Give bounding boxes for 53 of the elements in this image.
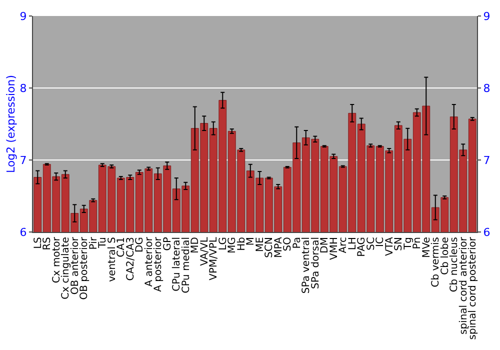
x-tick-label: OB posterior: [79, 236, 90, 300]
y-axis-title: Log2 (expression): [4, 74, 18, 174]
x-tick-label: VTA: [384, 236, 396, 256]
x-tick-label: Pir: [88, 236, 100, 250]
y-tick-label: 9: [20, 10, 27, 23]
y2-tick-label: 7: [483, 154, 490, 167]
x-tick-label: SPa dorsal: [310, 237, 322, 289]
x-tick-label: ventral S: [106, 237, 118, 282]
x-tick-label: GP: [162, 237, 174, 251]
x-tick-label: M: [246, 237, 257, 246]
x-tick-label: MPA: [273, 236, 284, 258]
x-tick-label: DG: [134, 237, 146, 252]
x-tick-label: LS: [32, 237, 44, 249]
y2-tick-label: 6: [483, 226, 490, 239]
y-tick-label: 8: [20, 82, 27, 95]
x-tick-label: CPu medial: [180, 237, 192, 294]
x-tick-label: DM: [320, 237, 331, 254]
x-tick-label: CA2/CA3: [125, 237, 136, 281]
y-tick-label: 7: [20, 154, 27, 167]
y2-tick-label: 8: [483, 82, 490, 95]
x-tick-label: LG: [218, 237, 229, 250]
y2-tick-label: 9: [483, 10, 490, 23]
x-tick-label: spinal cord anterior: [458, 236, 470, 334]
x-tick-label: LH: [347, 237, 358, 250]
x-tick-label: ME: [254, 237, 266, 252]
x-tick-label: Tu: [98, 237, 109, 249]
x-tick-label: IC: [375, 236, 386, 247]
x-tick-label: OB anterior: [70, 236, 81, 295]
x-tick-label: Arc: [338, 237, 350, 254]
x-tick-label: Cb nucleus: [449, 237, 460, 292]
x-tick-label: Pa: [292, 237, 303, 249]
x-tick-label: Cx cingulate: [60, 237, 72, 300]
x-tick-label: SO: [282, 236, 294, 252]
x-tick-label: Cb lobe: [440, 237, 451, 275]
x-tick-label: VMH: [328, 237, 340, 260]
x-tick-label: RS: [42, 237, 54, 250]
x-tick-label: MVe: [421, 237, 432, 258]
x-tick-label: Hb: [236, 237, 248, 251]
x-tick-label: CA1: [116, 237, 128, 258]
x-tick-label: PAG: [356, 237, 368, 257]
x-tick-label: A anterior: [144, 236, 155, 287]
y-tick-label: 6: [20, 226, 27, 239]
x-tick-label: spinal cord posterior: [468, 236, 479, 340]
x-tick-label: Pn: [412, 237, 424, 250]
x-tick-label: SCN: [264, 237, 276, 258]
x-tick-label: Tg: [402, 237, 414, 250]
x-tick-label: SN: [394, 237, 405, 251]
x-tick-label: SC: [366, 236, 377, 250]
x-tick-label: MD: [190, 236, 202, 254]
x-tick-label: VA/VL: [199, 236, 210, 266]
x-tick-label: VPM/VPL: [208, 236, 220, 280]
x-tick-label: Cx motor: [51, 236, 62, 284]
x-tick-label: A posterior: [153, 236, 164, 292]
